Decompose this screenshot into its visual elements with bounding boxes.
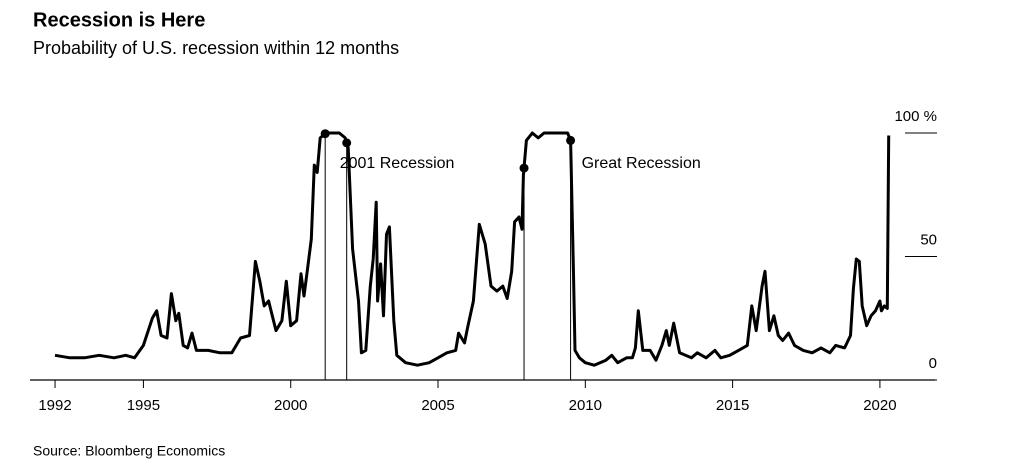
recession-label: Great Recession: [582, 155, 701, 172]
x-tick-label: 2020: [863, 397, 896, 414]
x-tick-label: 1992: [38, 397, 71, 414]
x-tick-label: 2015: [716, 397, 749, 414]
x-tick-label: 1995: [127, 397, 160, 414]
x-tick-label: 2010: [569, 397, 602, 414]
x-tick-label: 2005: [421, 397, 454, 414]
recession-label: 2001 Recession: [340, 155, 455, 172]
y-tick-label: 0: [929, 355, 937, 372]
source: Source: Bloomberg Economics: [33, 443, 225, 459]
y-tick-label: 100 %: [894, 108, 937, 125]
chart-title: Recession is Here: [33, 9, 205, 31]
y-tick-label: 50: [920, 231, 937, 248]
x-tick-label: 2000: [274, 397, 307, 414]
chart-subtitle: Probability of U.S. recession within 12 …: [33, 38, 399, 58]
probability-line: [54, 131, 891, 367]
